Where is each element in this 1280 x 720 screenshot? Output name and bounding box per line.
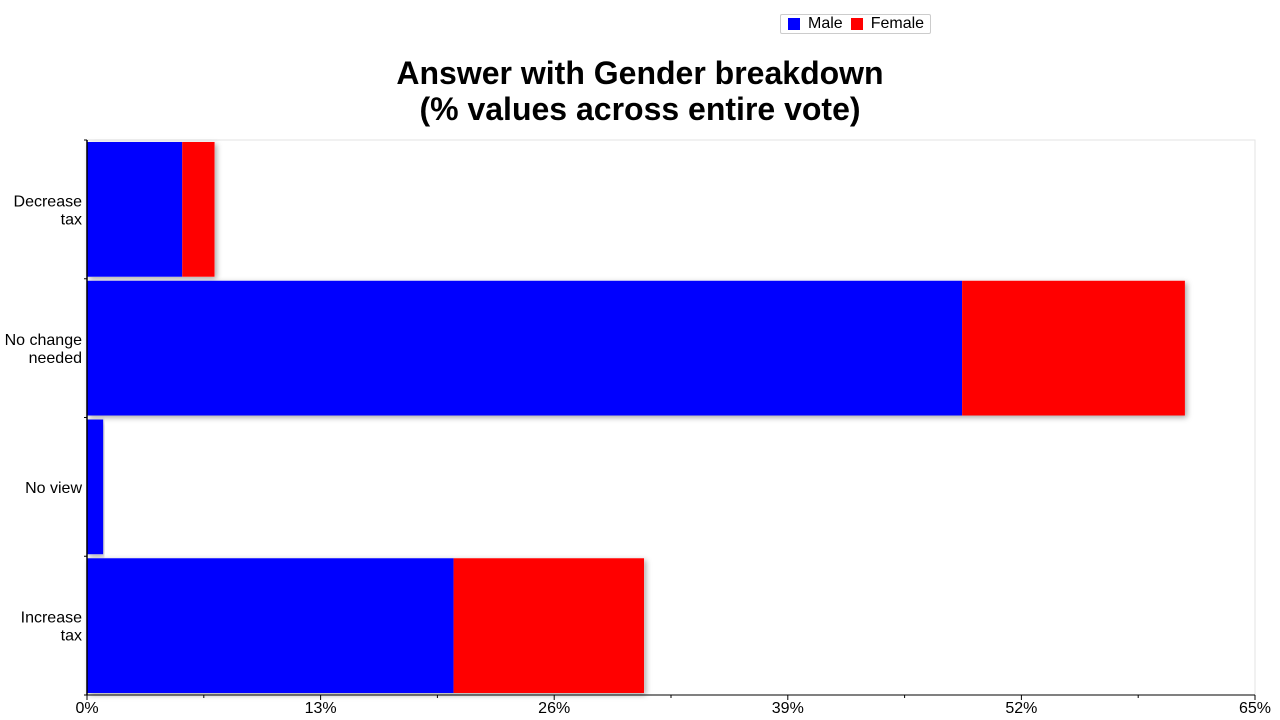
y-tick-label: Decrease tax [14, 193, 83, 228]
bar-male-no-view[interactable] [87, 419, 104, 555]
x-tick-label: 39% [772, 700, 804, 717]
y-tick-label: Increase tax [21, 610, 82, 645]
chart-title: Answer with Gender breakdown (% values a… [0, 55, 1280, 127]
y-tick-label: No view [25, 480, 82, 497]
bar-female-decrease-tax[interactable] [182, 142, 215, 277]
x-tick-label: 0% [75, 700, 98, 717]
legend-swatch-male [788, 18, 800, 30]
bar-male-no-change-needed[interactable] [87, 280, 963, 416]
x-tick-label: 65% [1239, 700, 1271, 717]
bar-female-no-change-needed[interactable] [962, 280, 1185, 416]
chart-title-line-1: Answer with Gender breakdown [396, 55, 884, 91]
legend-item-male[interactable]: Male [788, 15, 843, 33]
legend-swatch-female [850, 18, 863, 30]
chart-legend: Male Female [780, 14, 932, 34]
legend-label-female: Female [870, 15, 925, 32]
bar-female-increase-tax[interactable] [453, 558, 645, 693]
legend-item-female[interactable]: Female [850, 15, 925, 33]
x-tick-label: 13% [305, 700, 337, 717]
chart-title-line-2: (% values across entire vote) [419, 91, 861, 127]
legend-label-male: Male [808, 15, 843, 32]
y-tick-label: No change needed [5, 332, 82, 367]
x-tick-label: 52% [1005, 700, 1037, 717]
x-tick-label: 26% [538, 700, 570, 717]
bar-male-increase-tax[interactable] [87, 558, 454, 693]
bar-male-decrease-tax[interactable] [87, 142, 183, 277]
